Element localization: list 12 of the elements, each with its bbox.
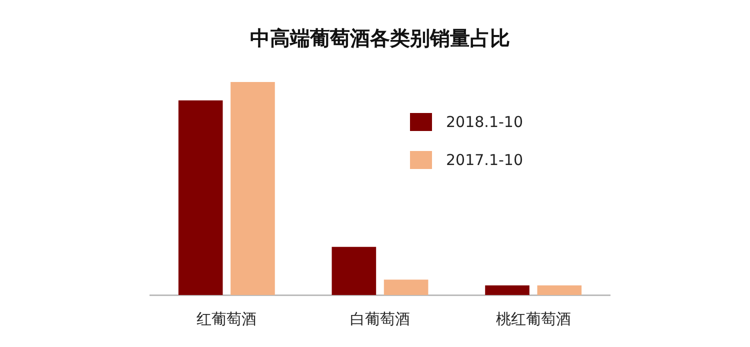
legend-label: 2017.1-10 xyxy=(446,151,523,169)
chart-title: 中高端葡萄酒各类别销量占比 xyxy=(250,26,510,50)
x-tick-label: 白葡萄酒 xyxy=(350,310,410,328)
bar xyxy=(230,82,275,295)
bar xyxy=(537,285,582,295)
bar xyxy=(332,246,376,295)
legend-label: 2018.1-10 xyxy=(446,113,523,131)
x-tick-label: 桃红葡萄酒 xyxy=(496,310,571,328)
bar xyxy=(485,285,530,295)
bar xyxy=(178,100,223,295)
bar xyxy=(384,280,428,295)
x-tick-label: 红葡萄酒 xyxy=(196,310,257,328)
